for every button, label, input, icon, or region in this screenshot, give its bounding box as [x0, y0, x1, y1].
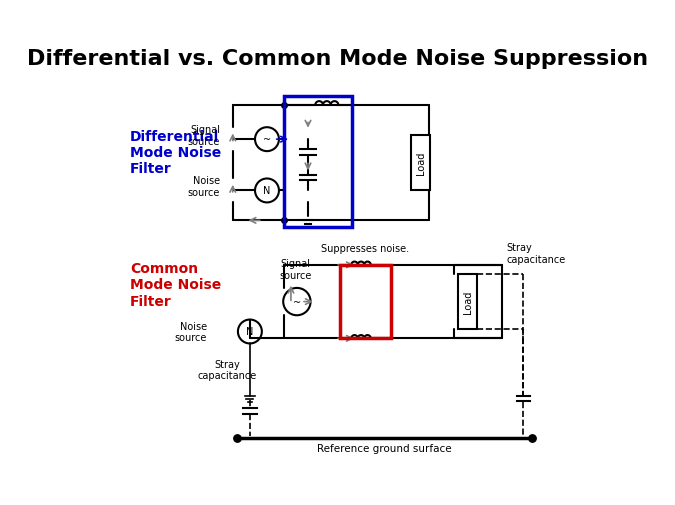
- Text: Stray
capacitance: Stray capacitance: [506, 242, 566, 264]
- Bar: [284, 97, 352, 228]
- Text: Noise
source: Noise source: [188, 176, 220, 197]
- Text: Differential vs. Common Mode Noise Suppression: Differential vs. Common Mode Noise Suppr…: [27, 48, 648, 69]
- Text: Common
Mode Noise
Filter: Common Mode Noise Filter: [130, 262, 221, 308]
- Text: N: N: [263, 186, 271, 196]
- Text: Noise
source: Noise source: [175, 321, 207, 342]
- Text: Reference ground surface: Reference ground surface: [317, 443, 452, 452]
- Bar: [340, 265, 391, 339]
- Bar: [412, 136, 430, 191]
- Bar: [458, 274, 477, 330]
- Text: Signal
source: Signal source: [279, 259, 311, 280]
- Text: ~: ~: [293, 297, 301, 307]
- Text: ~: ~: [263, 135, 271, 145]
- Text: Load: Load: [416, 152, 426, 175]
- Text: Load: Load: [463, 290, 473, 314]
- Text: Stray
capacitance: Stray capacitance: [197, 359, 256, 381]
- Text: Differential
Mode Noise
Filter: Differential Mode Noise Filter: [130, 129, 221, 176]
- Text: N: N: [246, 327, 254, 337]
- Text: Suppresses noise.: Suppresses noise.: [321, 243, 409, 254]
- Text: Signal
source: Signal source: [188, 125, 220, 146]
